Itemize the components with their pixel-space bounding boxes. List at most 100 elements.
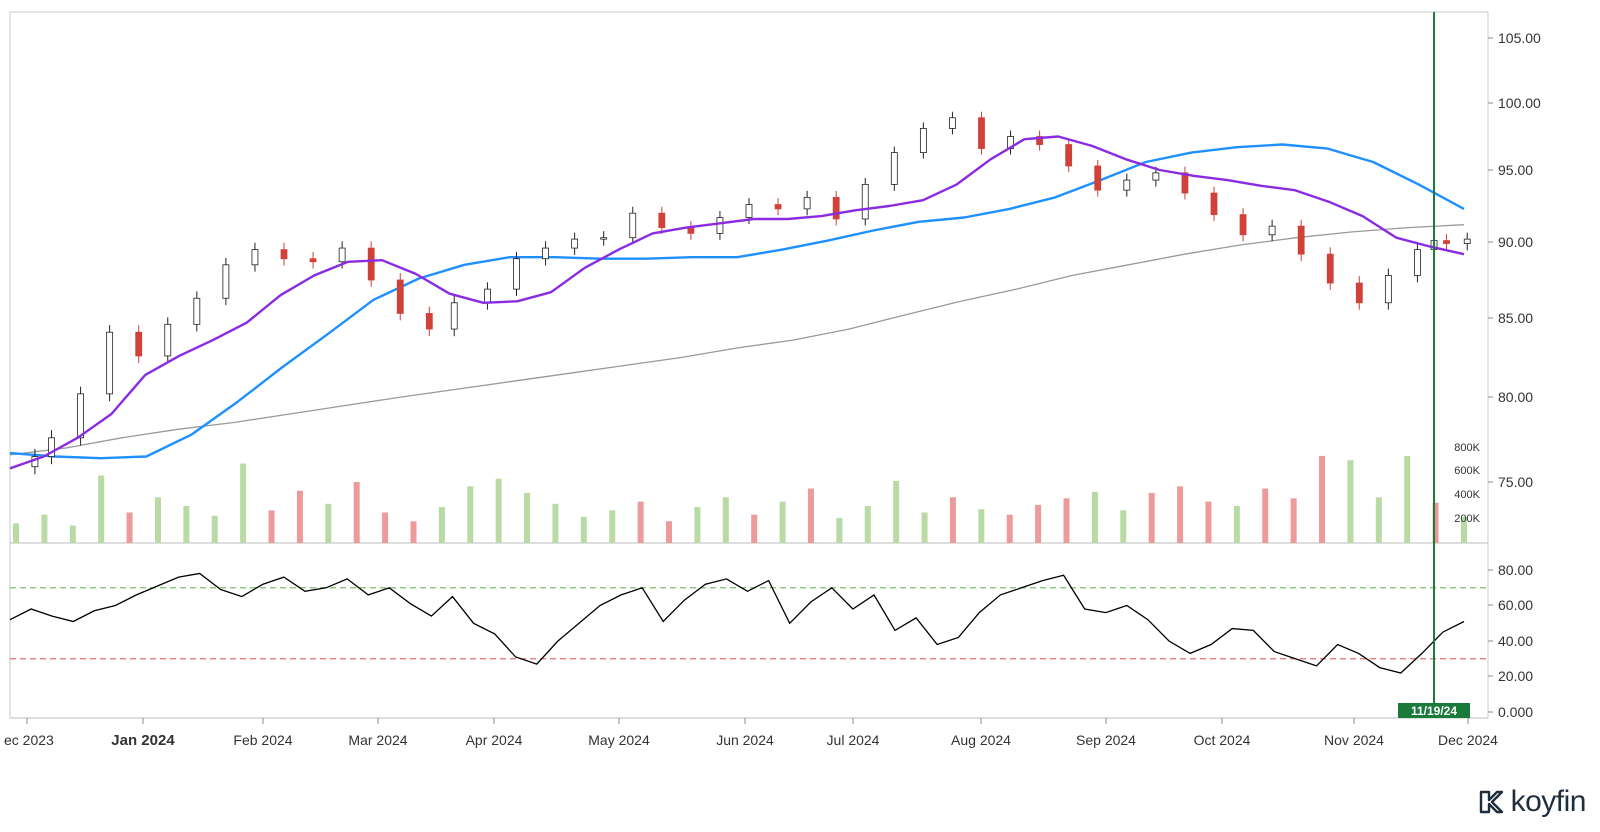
candle xyxy=(1414,242,1421,283)
rsi-layer xyxy=(9,572,1488,674)
candle xyxy=(861,177,869,226)
candle xyxy=(1123,173,1131,197)
candle xyxy=(571,232,579,255)
candle-body xyxy=(861,183,869,220)
price-tick-label: 95.00 xyxy=(1498,162,1533,178)
candle xyxy=(513,251,520,296)
candle-body xyxy=(77,393,84,439)
candle-body xyxy=(1094,165,1102,191)
candle-body xyxy=(1036,136,1044,145)
volume-bar xyxy=(1262,488,1269,543)
candle xyxy=(1239,208,1247,242)
rsi-line xyxy=(9,572,1465,674)
x-tick-label: Jul 2024 xyxy=(827,732,880,748)
volume-bar xyxy=(353,482,360,543)
volume-layer xyxy=(13,455,1467,543)
x-tick-label: Sep 2024 xyxy=(1076,732,1136,748)
candle-body xyxy=(1065,144,1073,167)
axis-layer: 105.00 100.00 95.00 90.00 85.00 80.00 75.00 200… xyxy=(4,30,1541,749)
candle-body xyxy=(1152,172,1160,181)
volume-bar xyxy=(211,515,218,543)
volume-bar xyxy=(1461,516,1467,543)
candle-body xyxy=(1355,282,1363,304)
x-tick-label: ec 2023 xyxy=(4,732,54,748)
candle xyxy=(1268,219,1276,242)
candle-body xyxy=(629,212,637,239)
volume-bar xyxy=(864,505,871,543)
volume-bar xyxy=(467,486,474,543)
volume-bar xyxy=(296,490,303,543)
candle-body xyxy=(1123,179,1131,191)
candle-body xyxy=(425,313,433,330)
candle-body xyxy=(803,196,811,210)
volume-bar xyxy=(1177,486,1184,543)
candle xyxy=(542,241,549,266)
candle xyxy=(164,317,172,364)
volume-tick-label: 800K xyxy=(1454,442,1480,454)
koyfin-logo-icon xyxy=(1479,790,1503,814)
x-tick-label: Jan 2024 xyxy=(111,732,175,749)
ma-mid-layer xyxy=(9,143,1465,460)
volume-bar xyxy=(1091,491,1098,543)
candle xyxy=(106,325,114,402)
x-tick-label: May 2024 xyxy=(588,732,650,748)
rsi-tick-label: 20.00 xyxy=(1498,668,1533,684)
candle-body xyxy=(450,302,458,330)
candle-body xyxy=(280,249,288,260)
volume-bar xyxy=(1347,460,1354,543)
candle xyxy=(251,242,259,272)
candle-body xyxy=(890,152,898,185)
volume-bar xyxy=(580,516,587,543)
volume-bar xyxy=(609,510,616,543)
brand-logo[interactable]: koyfin xyxy=(1477,785,1587,819)
volume-bar xyxy=(1148,492,1155,543)
rsi-tick-label: 40.00 xyxy=(1498,633,1533,649)
volume-bar xyxy=(410,521,417,543)
ma-long-layer xyxy=(9,224,1465,456)
volume-bar xyxy=(325,503,332,543)
candle-body xyxy=(135,331,143,357)
chart-frame xyxy=(9,11,1489,719)
candle-body xyxy=(396,279,404,314)
candle-body xyxy=(1414,249,1421,276)
candle-body xyxy=(832,196,840,220)
candle xyxy=(135,325,143,364)
candle xyxy=(450,295,458,337)
candle-body xyxy=(1326,253,1334,284)
candle xyxy=(425,306,433,337)
volume-bar xyxy=(69,525,76,543)
rsi-tick-label: 0.000 xyxy=(1498,704,1533,720)
candle-body xyxy=(600,237,608,240)
candle-body xyxy=(978,117,985,149)
volume-bar xyxy=(949,497,956,543)
volume-bar xyxy=(1035,504,1042,543)
price-tick-label: 105.00 xyxy=(1498,30,1541,46)
candle-body xyxy=(1210,192,1218,216)
candle xyxy=(1326,247,1334,290)
candle-layer xyxy=(31,111,1471,475)
candle-body xyxy=(513,258,520,290)
volume-bar xyxy=(1006,514,1013,543)
volume-bar xyxy=(438,507,445,543)
price-tick-label: 80.00 xyxy=(1498,389,1533,405)
candle xyxy=(978,111,985,155)
volume-bar xyxy=(1319,455,1326,543)
candle xyxy=(1297,219,1305,261)
candle-body xyxy=(1181,172,1189,194)
volume-tick-label: 400K xyxy=(1454,489,1480,501)
volume-bar xyxy=(694,507,701,543)
price-tick-label: 90.00 xyxy=(1498,234,1533,250)
volume-bar xyxy=(1375,497,1382,543)
candle xyxy=(1355,276,1363,310)
candle xyxy=(1463,232,1471,251)
candle-body xyxy=(193,297,201,325)
candle xyxy=(193,291,201,332)
candle xyxy=(629,206,637,245)
candle-body xyxy=(949,117,956,129)
volume-bar xyxy=(779,501,786,543)
x-tick-label: Aug 2024 xyxy=(951,732,1011,748)
candle-body xyxy=(542,247,549,260)
volume-bar xyxy=(552,503,559,543)
